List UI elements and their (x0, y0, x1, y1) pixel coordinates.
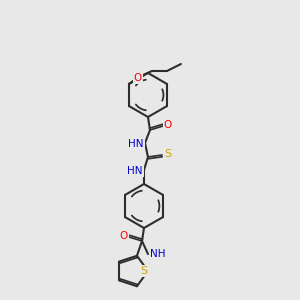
Text: HN: HN (127, 166, 143, 176)
Text: HN: HN (128, 139, 144, 149)
Text: NH: NH (150, 249, 166, 259)
Text: S: S (164, 149, 172, 159)
Text: O: O (134, 73, 142, 83)
Text: S: S (140, 266, 148, 276)
Text: O: O (164, 120, 172, 130)
Text: O: O (120, 231, 128, 241)
